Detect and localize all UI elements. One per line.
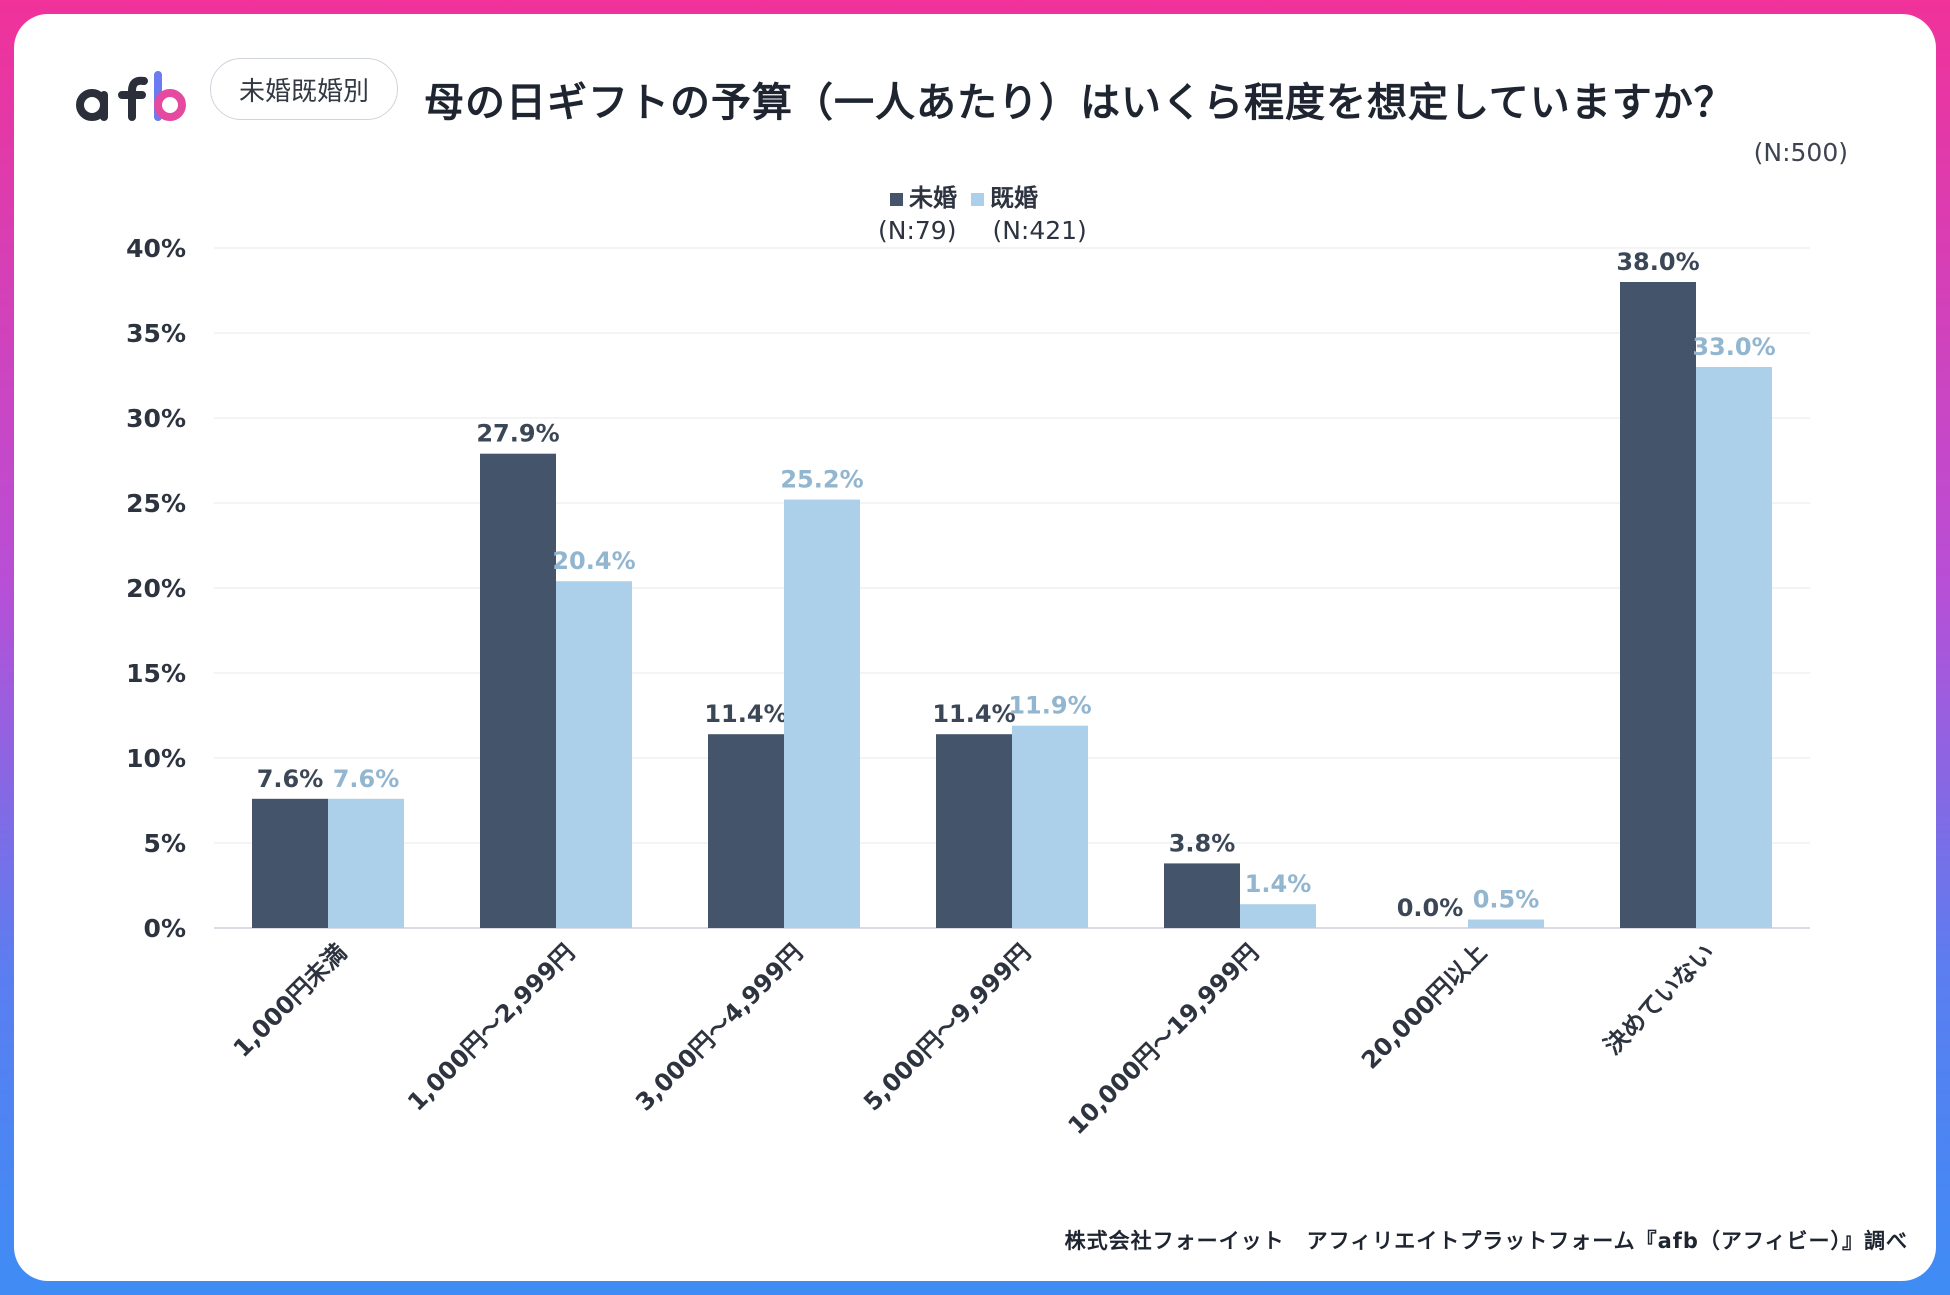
legend-item-unmarried: 未婚	[890, 178, 957, 213]
legend-n-married: (N:421)	[992, 216, 1087, 245]
x-tick-label: 決めていない	[1599, 938, 1721, 1060]
data-label: 11.9%	[1008, 692, 1091, 720]
bar	[708, 734, 784, 928]
data-label: 20.4%	[552, 547, 635, 575]
data-label: 1.4%	[1245, 870, 1312, 898]
data-label: 7.6%	[333, 765, 400, 793]
legend-n-unmarried: (N:79)	[878, 216, 957, 245]
bar	[480, 453, 556, 928]
bar	[1620, 282, 1696, 928]
legend-swatch-unmarried	[890, 192, 903, 206]
x-tick-label: 3,000円～4,999円	[630, 938, 808, 1116]
y-tick-label: 25%	[126, 489, 186, 518]
bar	[252, 798, 328, 928]
data-label: 38.0%	[1616, 248, 1699, 276]
legend: 未婚 既婚	[890, 178, 1038, 213]
x-tick-label: 1,000円～2,999円	[402, 938, 580, 1116]
x-tick-label: 10,000円～19,999円	[1063, 938, 1265, 1140]
x-tick-label: 1,000円未満	[228, 938, 352, 1062]
x-tick-label: 5,000円～9,999円	[858, 938, 1036, 1116]
y-tick-label: 10%	[126, 744, 186, 773]
x-tick-label: 20,000円以上	[1356, 938, 1492, 1074]
bar	[1164, 863, 1240, 928]
data-label: 11.4%	[704, 700, 787, 728]
y-tick-label: 30%	[126, 404, 186, 433]
y-tick-label: 15%	[126, 659, 186, 688]
data-label: 11.4%	[932, 700, 1015, 728]
data-label: 25.2%	[780, 466, 863, 494]
bar	[1696, 367, 1772, 928]
marital-status-badge: 未婚既婚別	[210, 58, 398, 120]
data-label: 7.6%	[257, 765, 324, 793]
data-label: 0.0%	[1397, 894, 1464, 922]
data-label: 27.9%	[476, 420, 559, 448]
bar	[556, 581, 632, 928]
bar	[1240, 904, 1316, 928]
y-tick-label: 40%	[126, 234, 186, 263]
y-tick-label: 0%	[144, 914, 186, 943]
bar	[936, 734, 1012, 928]
legend-swatch-married	[971, 192, 984, 206]
bar	[1012, 725, 1088, 928]
data-label: 0.5%	[1473, 886, 1540, 914]
chart-title: 母の日ギフトの予算（一人あたり）はいくら程度を想定していますか？	[424, 80, 1735, 126]
y-tick-label: 20%	[126, 574, 186, 603]
y-tick-label: 35%	[126, 319, 186, 348]
chart-card: afb 未婚既婚別 母の日ギフトの予算（一人あたり）はいくら程度を想定しています…	[14, 14, 1936, 1281]
legend-item-married: 既婚	[971, 178, 1038, 213]
bar	[784, 499, 860, 928]
afb-logo: afb	[76, 71, 186, 121]
total-sample-size: (N:500)	[1753, 138, 1848, 167]
data-label: 3.8%	[1169, 829, 1236, 857]
legend-sample-sizes: (N:79) (N:421)	[878, 216, 1087, 245]
bar	[328, 798, 404, 928]
bar	[1468, 919, 1544, 928]
data-label: 33.0%	[1692, 333, 1775, 361]
source-credit: 株式会社フォーイット アフィリエイトプラットフォーム『afb（アフィビー）』調べ	[1064, 1229, 1908, 1253]
y-tick-label: 5%	[144, 829, 186, 858]
